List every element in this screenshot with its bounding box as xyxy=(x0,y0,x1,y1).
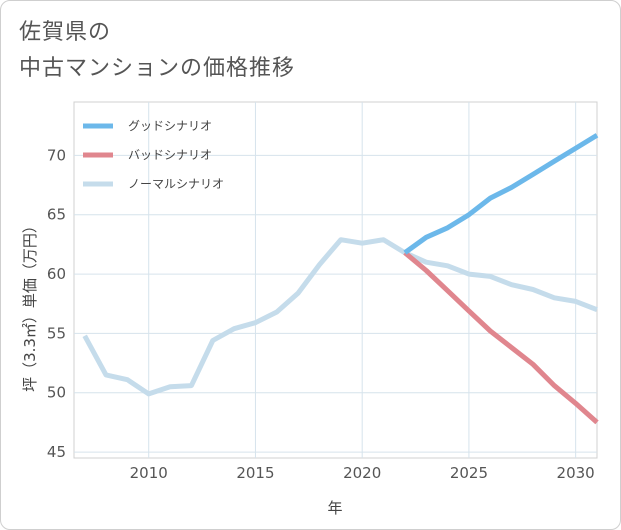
x-tick-label: 2025 xyxy=(450,464,488,482)
chart-title-line-1: 佐賀県の xyxy=(19,20,112,45)
x-axis-label: 年 xyxy=(327,499,342,517)
legend-label: グッドシナリオ xyxy=(128,119,212,133)
x-tick-label: 2030 xyxy=(557,464,595,482)
series-line-3 xyxy=(82,237,598,397)
x-tick-label: 2020 xyxy=(343,464,381,482)
plot-area xyxy=(73,101,598,459)
legend-label: ノーマルシナリオ xyxy=(128,177,224,191)
y-tick-label: 70 xyxy=(47,146,66,164)
axis-ticks: 2010 2015 2020 2025 2030 45 50 55 60 65 70 xyxy=(47,146,595,482)
x-tick-label: 2010 xyxy=(130,464,168,482)
y-tick-label: 55 xyxy=(47,324,66,342)
series-lines xyxy=(82,133,599,425)
y-tick-label: 45 xyxy=(47,443,66,461)
chart-title-line-2: 中古マンションの価格推移 xyxy=(19,56,296,81)
x-tick-label: 2015 xyxy=(236,464,274,482)
series-line-1 xyxy=(403,133,599,255)
grid-lines xyxy=(74,102,597,458)
chart-title: 佐賀県の 中古マンションの価格推移 xyxy=(19,15,295,87)
series-line-2 xyxy=(403,250,599,425)
y-axis-label: 坪（3.3㎡）単価（万円） xyxy=(21,218,39,392)
y-tick-label: 60 xyxy=(47,265,66,283)
y-tick-label: 65 xyxy=(47,206,66,224)
y-tick-label: 50 xyxy=(47,384,66,402)
legend-label: バッドシナリオ xyxy=(128,148,212,162)
